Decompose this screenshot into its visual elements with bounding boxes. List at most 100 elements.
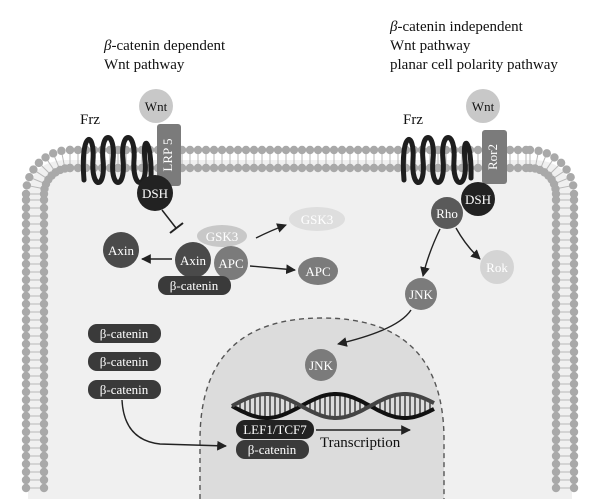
lipid-head xyxy=(39,203,49,213)
lipid-head xyxy=(257,145,267,155)
lipid-head xyxy=(21,323,31,333)
lipid-head xyxy=(39,235,49,245)
lipid-head xyxy=(21,427,31,437)
transcription-label: Transcription xyxy=(320,435,401,451)
cytoplasm-catenins: β-catenin β-catenin β-catenin xyxy=(88,324,161,399)
catenin-label-1: β-catenin xyxy=(100,326,149,341)
lipid-head xyxy=(393,145,403,155)
lipid-head xyxy=(39,339,49,349)
lipid-head xyxy=(569,251,579,261)
lipid-head xyxy=(21,395,31,405)
axin-complex xyxy=(175,242,211,278)
lipid-head xyxy=(551,395,561,405)
lipid-head xyxy=(21,315,31,325)
lipid-head xyxy=(21,189,31,199)
lipid-head xyxy=(551,467,561,477)
lipid-head xyxy=(569,189,579,199)
lipid-head xyxy=(551,371,561,381)
lipid-head xyxy=(569,299,579,309)
dna-strand xyxy=(231,392,435,420)
lipid-head xyxy=(505,163,515,173)
lipid-head xyxy=(393,163,403,173)
lipid-head xyxy=(551,259,561,269)
lipid-head xyxy=(249,145,259,155)
lipid-head xyxy=(21,243,31,253)
lipid-head xyxy=(551,419,561,429)
lipid-head xyxy=(569,363,579,373)
lipid-head xyxy=(313,145,323,155)
lipid-head xyxy=(39,243,49,253)
lipid-head xyxy=(551,315,561,325)
wnt-label-left: Wnt xyxy=(145,99,168,114)
lipid-head xyxy=(21,307,31,317)
arrow-jnk-to-nucleus xyxy=(337,309,412,347)
lipid-tail xyxy=(61,154,65,165)
lipid-head xyxy=(569,219,579,229)
lipid-head xyxy=(569,267,579,277)
lipid-head xyxy=(551,443,561,453)
lipid-head xyxy=(297,163,307,173)
caption-right-line3: planar cell polarity pathway xyxy=(390,57,558,73)
lipid-head xyxy=(201,163,211,173)
lipid-head xyxy=(353,145,363,155)
lipid-head xyxy=(21,299,31,309)
lipid-head xyxy=(321,163,331,173)
lipid-head xyxy=(21,339,31,349)
lipid-head xyxy=(385,145,395,155)
lipid-head xyxy=(562,165,571,174)
lipid-head xyxy=(39,251,49,261)
lipid-head xyxy=(34,158,44,168)
lipid-head xyxy=(21,251,31,261)
lipid-head xyxy=(21,275,31,285)
apc-complex xyxy=(214,246,248,280)
lipid-head xyxy=(48,149,58,158)
lipid-head xyxy=(193,163,203,173)
lipid-head xyxy=(551,211,561,221)
gsk3-free xyxy=(289,207,345,231)
lipid-head xyxy=(569,283,579,293)
inhibition-arrow xyxy=(161,209,177,229)
lipid-head xyxy=(361,145,371,155)
lipid-head xyxy=(39,307,49,317)
lipid-head xyxy=(113,163,123,173)
left-receptor-complex: Frz LRP 5 Wnt DSH xyxy=(80,89,181,211)
lipid-head xyxy=(39,387,49,397)
caption-right-greek: β xyxy=(389,19,398,35)
lipid-head xyxy=(353,163,363,173)
lipid-head xyxy=(65,163,75,173)
lipid-tail xyxy=(32,178,43,183)
lipid-head xyxy=(21,459,31,469)
lipid-head xyxy=(21,451,31,461)
lipid-head xyxy=(39,211,49,221)
lipid-head xyxy=(377,145,387,155)
lipid-head xyxy=(39,267,49,277)
lipid-head xyxy=(569,371,579,381)
lipid-head xyxy=(281,145,291,155)
lipid-head xyxy=(257,163,267,173)
lipid-head xyxy=(21,363,31,373)
caption-right: β-catenin independent Wnt pathway planar… xyxy=(389,19,558,73)
lipid-head xyxy=(551,283,561,293)
lipid-head xyxy=(513,163,523,173)
caption-right-line1: -catenin independent xyxy=(397,19,523,35)
lipid-head xyxy=(569,315,579,325)
caption-left-line1: -catenin dependent xyxy=(111,38,226,54)
lipid-head xyxy=(21,387,31,397)
lipid-head xyxy=(569,323,579,333)
lipid-head xyxy=(569,275,579,285)
lipid-head xyxy=(568,181,578,190)
lipid-head xyxy=(201,145,211,155)
jnk-cytoplasm xyxy=(405,278,437,310)
lipid-head xyxy=(21,443,31,453)
lipid-head xyxy=(551,189,561,199)
lipid-head xyxy=(39,363,49,373)
lipid-head xyxy=(21,227,31,237)
lipid-head xyxy=(569,339,579,349)
dsh-right xyxy=(461,182,495,216)
lipid-head xyxy=(569,467,579,477)
lipid-head xyxy=(39,451,49,461)
lipid-head xyxy=(551,291,561,301)
catenin-pill-3 xyxy=(88,380,161,399)
lipid-head xyxy=(551,347,561,357)
